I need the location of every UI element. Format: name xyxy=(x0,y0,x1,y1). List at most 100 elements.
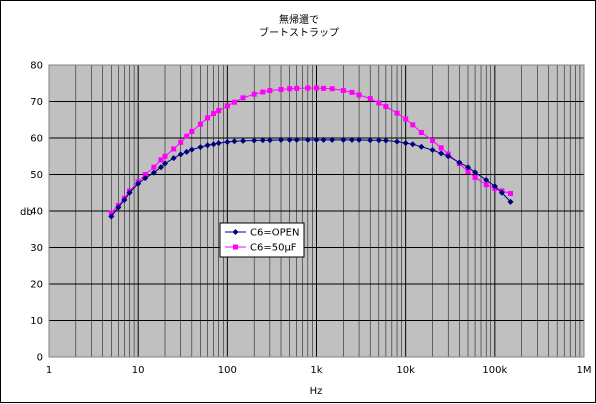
data-point xyxy=(184,133,190,139)
data-point xyxy=(224,139,231,146)
data-point xyxy=(204,142,211,149)
y-tick-label: 50 xyxy=(30,170,43,181)
x-tick-label: 100 xyxy=(218,365,237,376)
data-point xyxy=(464,164,471,171)
y-tick-label: 70 xyxy=(30,97,43,108)
data-point xyxy=(171,146,177,152)
data-point xyxy=(394,138,401,145)
data-point xyxy=(251,91,257,97)
data-point xyxy=(410,122,416,128)
data-point xyxy=(313,136,320,143)
chart-title-line: ブートストラップ xyxy=(259,26,339,39)
data-point xyxy=(278,136,285,143)
data-point xyxy=(108,210,114,216)
data-point xyxy=(367,96,373,102)
data-point xyxy=(430,138,436,144)
data-point xyxy=(383,104,389,110)
series-lines xyxy=(108,85,514,220)
legend-box xyxy=(219,222,305,258)
data-point xyxy=(205,115,211,121)
data-point xyxy=(294,85,300,91)
data-point xyxy=(224,103,230,109)
data-point xyxy=(240,137,247,144)
data-point xyxy=(197,144,204,151)
data-point xyxy=(178,139,184,145)
data-point xyxy=(162,153,168,159)
data-point xyxy=(465,169,471,175)
data-point xyxy=(409,141,416,148)
data-point xyxy=(157,164,164,171)
data-point xyxy=(376,100,382,106)
data-point xyxy=(348,136,355,143)
data-point xyxy=(278,86,284,92)
y-tick-label: 10 xyxy=(30,316,43,327)
legend: C6=OPEN C6=50μF xyxy=(219,222,305,258)
x-tick-label: 10k xyxy=(396,365,415,376)
data-point xyxy=(267,88,273,94)
data-point xyxy=(293,136,300,143)
data-point xyxy=(472,174,478,180)
data-point xyxy=(438,145,444,151)
data-point xyxy=(150,169,157,176)
data-point xyxy=(260,89,266,95)
data-point xyxy=(189,128,195,134)
data-point xyxy=(403,116,409,122)
data-point xyxy=(211,111,217,117)
data-point xyxy=(210,141,217,148)
x-tick-label: 100k xyxy=(482,365,507,376)
data-point xyxy=(329,86,335,92)
data-point xyxy=(266,137,273,144)
data-point xyxy=(340,136,347,143)
data-point xyxy=(314,85,319,91)
legend-marker xyxy=(233,244,238,250)
y-tick-label: 20 xyxy=(30,280,43,291)
data-point xyxy=(197,121,203,127)
data-point xyxy=(483,182,489,188)
data-point xyxy=(491,183,498,190)
data-point xyxy=(142,175,149,182)
data-point xyxy=(329,136,336,143)
data-point xyxy=(349,89,355,95)
data-point xyxy=(231,99,237,105)
data-point xyxy=(498,189,505,196)
data-point xyxy=(115,204,122,211)
data-point xyxy=(375,137,382,144)
data-point xyxy=(356,92,362,98)
data-point xyxy=(508,190,514,196)
data-point xyxy=(367,137,374,144)
data-point xyxy=(183,148,190,155)
data-point xyxy=(456,159,463,166)
y-tick-label: 80 xyxy=(30,61,43,72)
data-point xyxy=(402,140,409,147)
data-point xyxy=(188,146,195,153)
x-tick-label: 1k xyxy=(310,365,322,376)
y-tick-label: 40 xyxy=(30,207,43,218)
data-point xyxy=(142,172,148,177)
data-point xyxy=(305,85,311,91)
y-axis-label: db xyxy=(20,207,33,218)
legend-marker xyxy=(232,229,239,235)
data-point xyxy=(286,136,293,143)
data-point xyxy=(170,155,177,162)
data-point xyxy=(445,153,452,160)
data-point xyxy=(135,180,142,187)
data-point xyxy=(231,138,238,145)
data-point xyxy=(418,130,424,136)
data-point xyxy=(340,88,346,94)
data-point xyxy=(108,213,115,220)
data-point xyxy=(438,150,445,157)
data-point xyxy=(216,108,222,114)
x-tick-label: 10 xyxy=(132,365,145,376)
data-point xyxy=(121,197,128,204)
x-axis-label: Hz xyxy=(310,386,323,397)
data-point xyxy=(177,151,184,158)
data-point xyxy=(240,95,246,101)
data-point xyxy=(356,136,363,143)
y-tick-label: 60 xyxy=(30,134,43,145)
data-point xyxy=(151,164,157,170)
data-point xyxy=(251,137,258,144)
data-point xyxy=(321,85,327,91)
